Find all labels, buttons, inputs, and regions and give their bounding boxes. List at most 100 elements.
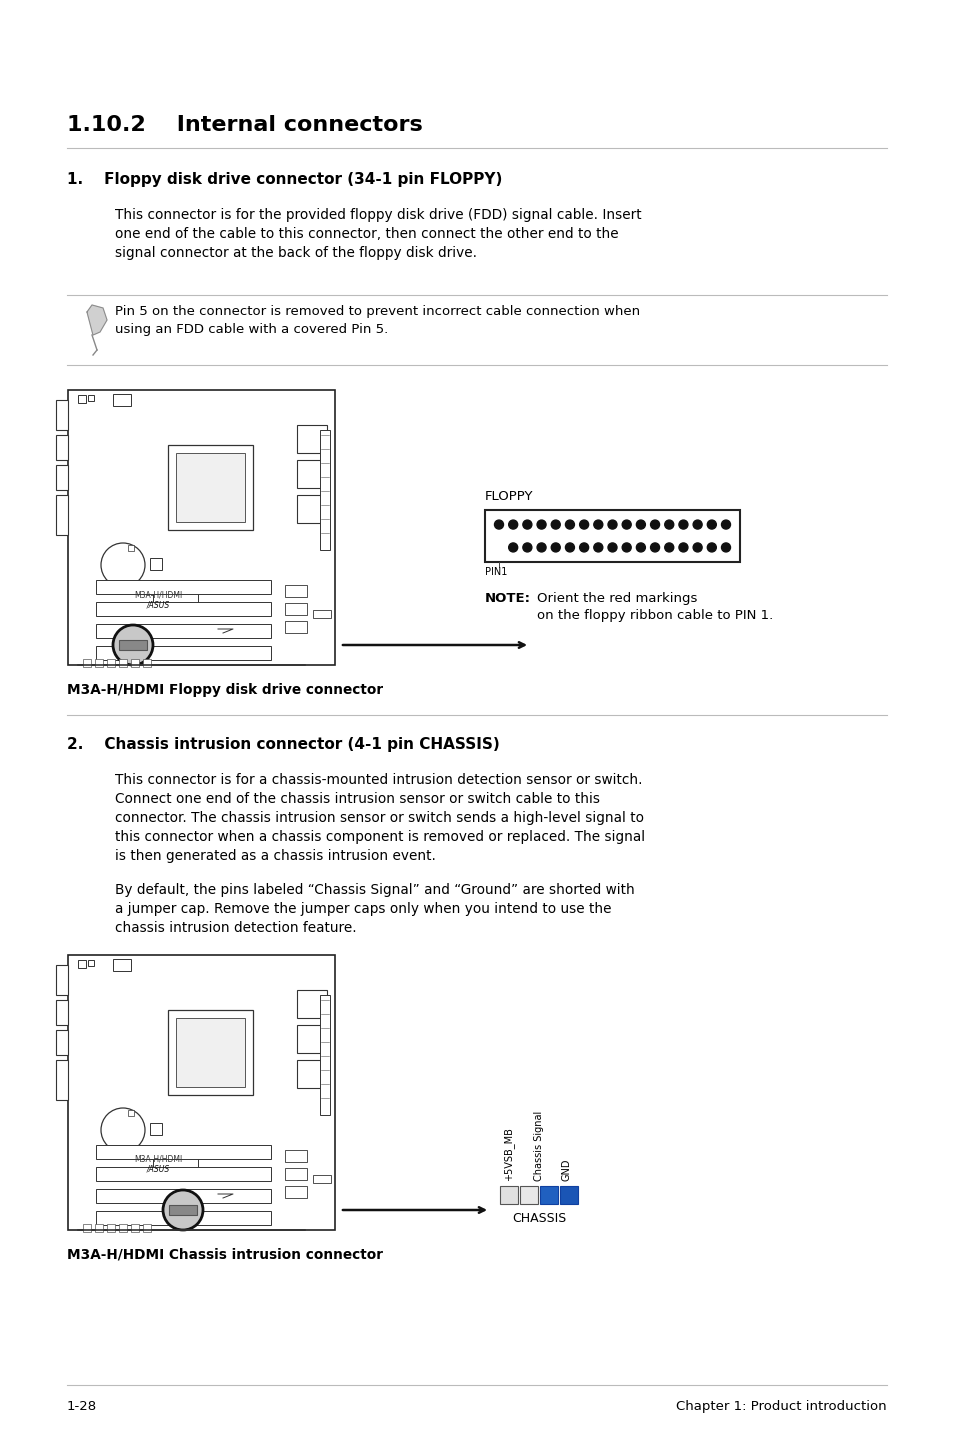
Circle shape <box>112 626 152 664</box>
Bar <box>96 1211 271 1225</box>
Circle shape <box>650 521 659 529</box>
Text: This connector is for a chassis-mounted intrusion detection sensor or switch.
Co: This connector is for a chassis-mounted … <box>115 774 644 863</box>
Bar <box>56 965 68 995</box>
Circle shape <box>101 544 145 587</box>
Bar <box>539 1186 558 1204</box>
Circle shape <box>163 1191 203 1229</box>
Circle shape <box>551 521 559 529</box>
Bar <box>143 1224 151 1232</box>
Bar <box>285 1150 307 1162</box>
Text: /ASUS: /ASUS <box>146 600 170 610</box>
Bar <box>150 558 162 569</box>
Circle shape <box>579 521 588 529</box>
Bar <box>78 961 86 968</box>
Circle shape <box>650 544 659 552</box>
Bar <box>56 1060 68 1100</box>
Bar <box>56 400 68 430</box>
Bar <box>285 621 307 633</box>
Bar <box>96 1189 271 1204</box>
Text: This connector is for the provided floppy disk drive (FDD) signal cable. Insert
: This connector is for the provided flopp… <box>115 209 641 260</box>
Circle shape <box>551 544 559 552</box>
Bar <box>296 426 327 453</box>
Circle shape <box>508 521 517 529</box>
Bar <box>169 1205 196 1215</box>
Circle shape <box>522 544 532 552</box>
Bar <box>107 1224 115 1232</box>
Bar <box>175 1018 245 1087</box>
Circle shape <box>537 544 545 552</box>
Circle shape <box>579 544 588 552</box>
Bar <box>158 626 218 633</box>
Bar <box>296 1025 327 1053</box>
Bar <box>95 1224 103 1232</box>
Circle shape <box>621 521 631 529</box>
Text: 1.10.2    Internal connectors: 1.10.2 Internal connectors <box>67 115 422 135</box>
Bar <box>296 989 327 1018</box>
Circle shape <box>636 544 644 552</box>
Circle shape <box>607 544 617 552</box>
Circle shape <box>565 521 574 529</box>
Text: M3A-H/HDMI Chassis intrusion connector: M3A-H/HDMI Chassis intrusion connector <box>67 1248 382 1263</box>
Bar <box>158 1191 218 1198</box>
Bar <box>119 1224 127 1232</box>
Text: GND: GND <box>561 1159 572 1181</box>
Circle shape <box>593 544 602 552</box>
Bar <box>285 585 307 597</box>
Bar <box>499 1186 517 1204</box>
Circle shape <box>565 544 574 552</box>
Bar <box>152 580 198 615</box>
Text: CHASSIS: CHASSIS <box>512 1212 565 1225</box>
Bar <box>296 495 327 523</box>
Text: M3A-H/HDMI: M3A-H/HDMI <box>133 1155 182 1163</box>
Bar <box>96 580 271 594</box>
Circle shape <box>720 521 730 529</box>
Bar <box>96 1168 271 1181</box>
Bar <box>128 1110 133 1116</box>
Bar <box>319 430 330 549</box>
Circle shape <box>522 521 532 529</box>
Bar <box>112 959 131 971</box>
Bar <box>296 1060 327 1089</box>
Bar <box>313 610 331 618</box>
Circle shape <box>720 544 730 552</box>
Bar <box>83 659 91 667</box>
Bar <box>78 395 86 403</box>
Bar <box>96 646 271 660</box>
Bar <box>88 961 94 966</box>
Bar <box>119 640 147 650</box>
Bar <box>152 1145 198 1181</box>
Circle shape <box>593 521 602 529</box>
Bar <box>168 1009 253 1094</box>
Circle shape <box>537 521 545 529</box>
Circle shape <box>679 544 687 552</box>
Polygon shape <box>87 305 107 335</box>
Text: 1-28: 1-28 <box>67 1401 97 1414</box>
Bar <box>56 999 68 1025</box>
Bar <box>150 1123 162 1135</box>
Text: PIN1: PIN1 <box>484 567 507 577</box>
Text: Chassis Signal: Chassis Signal <box>534 1110 543 1181</box>
Bar <box>96 1145 271 1159</box>
Text: FLOPPY: FLOPPY <box>484 490 533 503</box>
Bar <box>519 1186 537 1204</box>
Bar <box>319 995 330 1114</box>
Circle shape <box>693 544 701 552</box>
Circle shape <box>101 1109 145 1152</box>
Bar <box>119 659 127 667</box>
Bar <box>285 603 307 615</box>
Text: +5VSB_MB: +5VSB_MB <box>503 1127 514 1181</box>
Bar <box>168 444 253 531</box>
Circle shape <box>494 521 503 529</box>
Bar <box>95 659 103 667</box>
Bar <box>68 390 335 664</box>
Bar <box>484 510 740 562</box>
Bar <box>68 955 335 1229</box>
Text: 1.    Floppy disk drive connector (34-1 pin FLOPPY): 1. Floppy disk drive connector (34-1 pin… <box>67 173 502 187</box>
Circle shape <box>664 521 673 529</box>
Bar <box>285 1186 307 1198</box>
Bar <box>96 624 271 638</box>
Bar <box>285 1168 307 1181</box>
Text: M3A-H/HDMI Floppy disk drive connector: M3A-H/HDMI Floppy disk drive connector <box>67 683 383 697</box>
Circle shape <box>607 521 617 529</box>
Bar <box>96 603 271 615</box>
